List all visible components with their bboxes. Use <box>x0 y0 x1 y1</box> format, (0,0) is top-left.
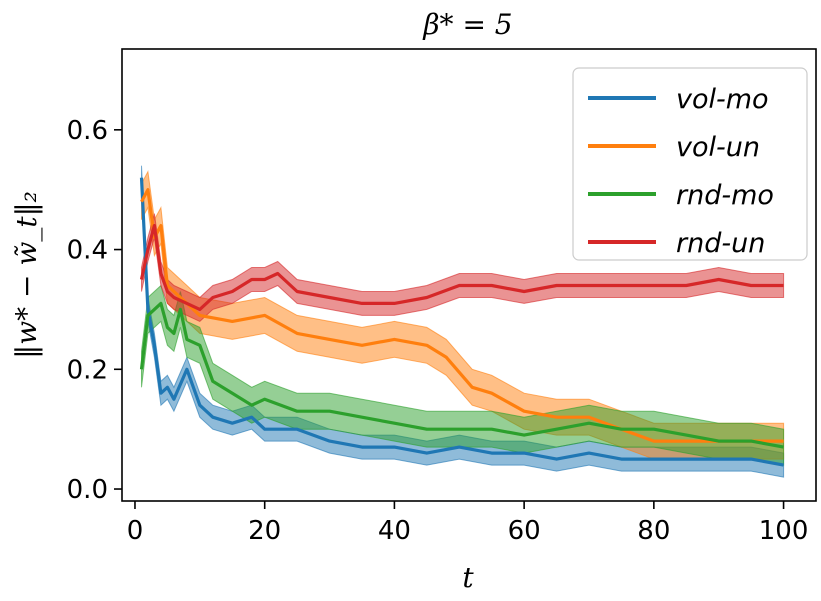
y-tick-label: 0.4 <box>67 236 108 266</box>
x-tick-label: 40 <box>378 516 411 546</box>
series-line-vol-mo <box>139 177 784 467</box>
y-tick-label: 0.2 <box>67 355 108 385</box>
x-axis-ticks: 0 20 40 60 80 100 <box>127 501 809 546</box>
x-axis-label: t <box>462 561 474 594</box>
series-line-rnd-mo <box>139 301 784 449</box>
y-tick-label: 0.0 <box>67 475 108 505</box>
series-line-vol-un <box>140 188 784 443</box>
legend-label-vol-un: vol-un <box>676 132 760 163</box>
confidence-bands <box>141 165 785 478</box>
legend: vol-mo vol-un rnd-mo rnd-un <box>572 67 808 261</box>
chart-title: β* = 5 <box>422 8 512 41</box>
band-rnd-un <box>141 213 785 322</box>
plot-frame <box>121 48 817 502</box>
x-tick-label: 20 <box>248 516 281 546</box>
legend-box <box>572 67 808 261</box>
legend-label-vol-mo: vol-mo <box>676 84 769 115</box>
series-line-rnd-un <box>139 224 784 311</box>
x-tick-label: 100 <box>759 516 809 546</box>
x-tick-label: 60 <box>508 516 541 546</box>
y-axis-label: ‖w* − w̃_t‖₂ <box>10 191 43 359</box>
x-tick-label: 80 <box>637 516 670 546</box>
legend-label-rnd-un: rnd-un <box>676 228 765 259</box>
y-axis-ticks: 0.0 0.2 0.4 0.6 <box>67 116 122 505</box>
y-tick-label: 0.6 <box>67 116 108 146</box>
legend-label-rnd-mo: rnd-mo <box>676 180 774 211</box>
series-lines <box>139 177 784 467</box>
x-tick-label: 0 <box>127 516 144 546</box>
